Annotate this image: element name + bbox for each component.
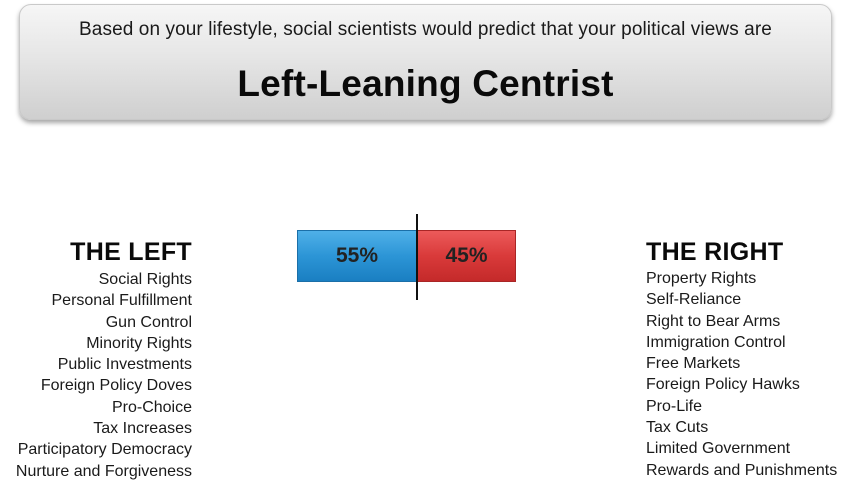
left-list-item: Foreign Policy Doves — [40, 377, 192, 395]
center-divider-line — [416, 214, 418, 300]
political-leaning-meter: 55% 45% — [297, 230, 516, 282]
right-list-item: Right to Bear Arms — [646, 312, 781, 330]
right-values-list: Property Rights Self-Reliance Right to Bea… — [646, 268, 837, 481]
left-list-item: Nurture and Forgiveness — [15, 462, 192, 480]
right-list-item: Immigration Control — [646, 333, 786, 351]
left-list-item: Minority Rights — [86, 334, 192, 352]
right-percentage-label: 45% — [445, 244, 488, 267]
result-banner: Based on your lifestyle, social scientis… — [19, 4, 832, 120]
left-percentage-bar: 55% — [297, 230, 417, 282]
right-list-item: Foreign Policy Hawks — [646, 376, 800, 394]
left-heading: THE LEFT — [70, 238, 192, 266]
left-list-item: Gun Control — [105, 313, 192, 331]
left-list-item: Tax Increases — [93, 420, 192, 438]
right-list-item: Limited Government — [646, 440, 791, 458]
right-list-item: Pro-Life — [646, 397, 703, 415]
right-list-item: Free Markets — [646, 355, 741, 373]
political-view-result: Left-Leaning Centrist — [237, 63, 614, 104]
right-list-item: Rewards and Punishments — [646, 461, 838, 479]
right-heading: THE RIGHT — [646, 238, 784, 266]
left-list-item: Pro-Choice — [111, 398, 192, 416]
left-values-list: Social Rights Personal Fulfillment Gun Con… — [16, 269, 192, 482]
left-list-item: Participatory Democracy — [17, 441, 192, 459]
right-list-item: Property Rights — [646, 270, 757, 287]
left-percentage-label: 55% — [335, 244, 379, 267]
left-list-item: Public Investments — [57, 356, 192, 374]
banner-subtitle: Based on your lifestyle, social scientis… — [79, 19, 772, 40]
left-list-item: Personal Fulfillment — [51, 292, 193, 310]
left-list-item: Social Rights — [98, 271, 192, 288]
right-list-item: Tax Cuts — [646, 419, 709, 437]
right-list-item: Self-Reliance — [646, 291, 742, 309]
right-percentage-bar: 45% — [417, 230, 516, 282]
